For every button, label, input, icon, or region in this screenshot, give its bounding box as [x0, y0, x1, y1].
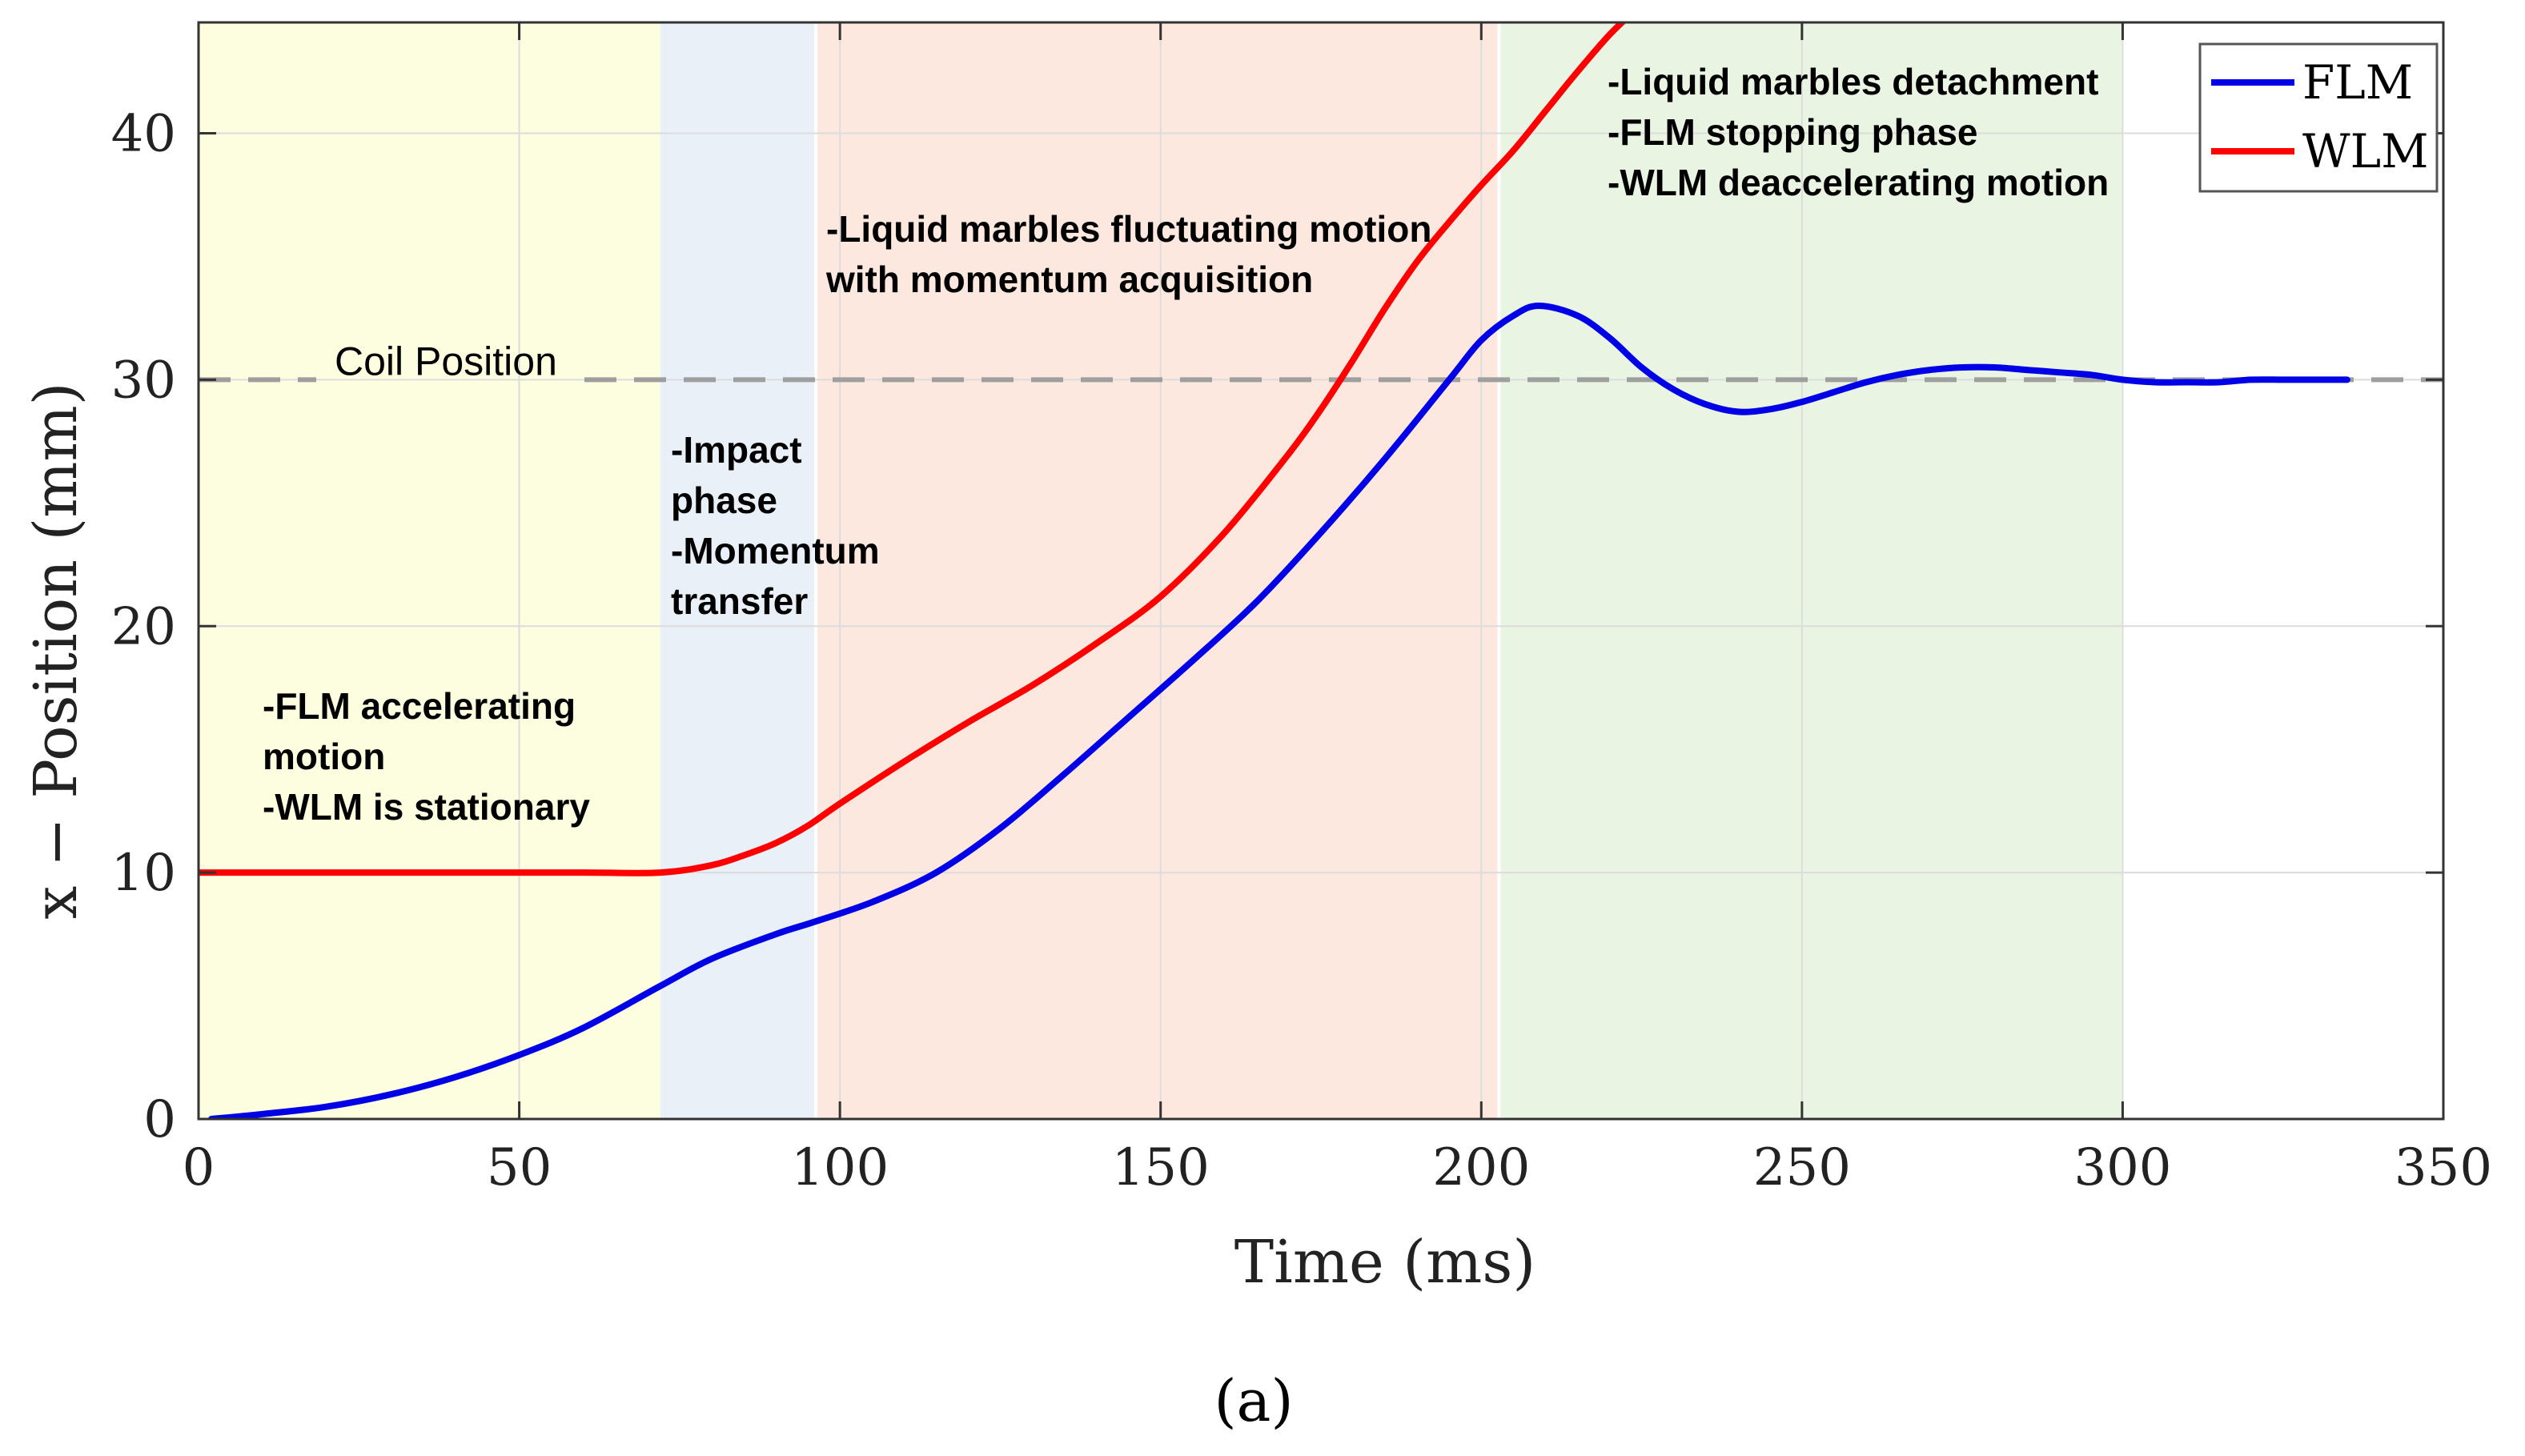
x-tick-label: 50 — [487, 1138, 552, 1197]
phase-band-3 — [817, 22, 1498, 1119]
series-line-wlm — [199, 22, 1627, 876]
phase-1-annotation-line: -WLM is stationary — [263, 786, 590, 828]
series — [199, 22, 2350, 1119]
x-tick-label: 100 — [791, 1138, 889, 1197]
legend-label-flm: FLM — [2302, 55, 2413, 110]
phase-annotations: -FLM accelerating motion -WLM is stationar… — [263, 61, 2109, 828]
phase-band-4 — [1500, 22, 2123, 1119]
x-tick-label: 250 — [1753, 1138, 1851, 1197]
phase-1-annotation-line: motion — [263, 736, 385, 777]
legend-box — [2198, 42, 2439, 193]
phase-3-annotation-line: -Liquid marbles fluctuating motion — [826, 208, 1431, 250]
x-tick-label: 350 — [2395, 1138, 2492, 1197]
legend: FLM WLM — [2198, 42, 2439, 193]
x-tick-label: 150 — [1112, 1138, 1210, 1197]
phase-4-annotation-line: -FLM stopping phase — [1608, 111, 1978, 153]
y-axis-label: x − Position (mm) — [22, 383, 90, 920]
phase-4-annotation-line: -Liquid marbles detachment — [1608, 61, 2098, 102]
x-axis-label: Time (ms) — [1234, 1228, 1535, 1297]
x-tick-label: 0 — [183, 1138, 215, 1197]
phase-2-annotation-line: -Momentum — [671, 530, 880, 572]
figure-caption: (a) — [1214, 1367, 1293, 1434]
phase-2-annotation-line: transfer — [671, 580, 808, 622]
phase-band-2 — [660, 22, 815, 1119]
phase-bands — [199, 22, 2123, 1119]
coil-position-label: Coil Position — [335, 339, 557, 383]
axes-frame — [197, 21, 2445, 1121]
series-line-flm — [208, 303, 2350, 1119]
phase-2-annotation-line: phase — [671, 479, 777, 521]
axis-labels: Time (ms) x − Position (mm) (a) — [22, 383, 1535, 1435]
x-tick-label: 300 — [2073, 1138, 2171, 1197]
y-tick-label: 0 — [143, 1090, 176, 1149]
phase-1-annotation-line: -FLM accelerating — [263, 685, 576, 727]
phase-band-1 — [199, 22, 660, 1119]
x-tick-label: 200 — [1432, 1138, 1530, 1197]
plot-frame — [197, 21, 2445, 1121]
y-tick-label: 40 — [111, 105, 176, 164]
y-tick-label: 10 — [111, 844, 176, 903]
phase-4-annotation-line: -WLM deaccelerating motion — [1608, 162, 2109, 203]
y-tick-label: 20 — [111, 597, 176, 656]
phase-2-annotation-line: -Impact — [671, 429, 802, 471]
ticks: 0 50 100 150 200 250 300 350 0 10 20 30 40 — [111, 22, 2492, 1197]
y-tick-label: 30 — [111, 351, 176, 410]
legend-label-wlm: WLM — [2302, 124, 2429, 178]
phase-3-annotation-line: with momentum acquisition — [825, 259, 1313, 300]
